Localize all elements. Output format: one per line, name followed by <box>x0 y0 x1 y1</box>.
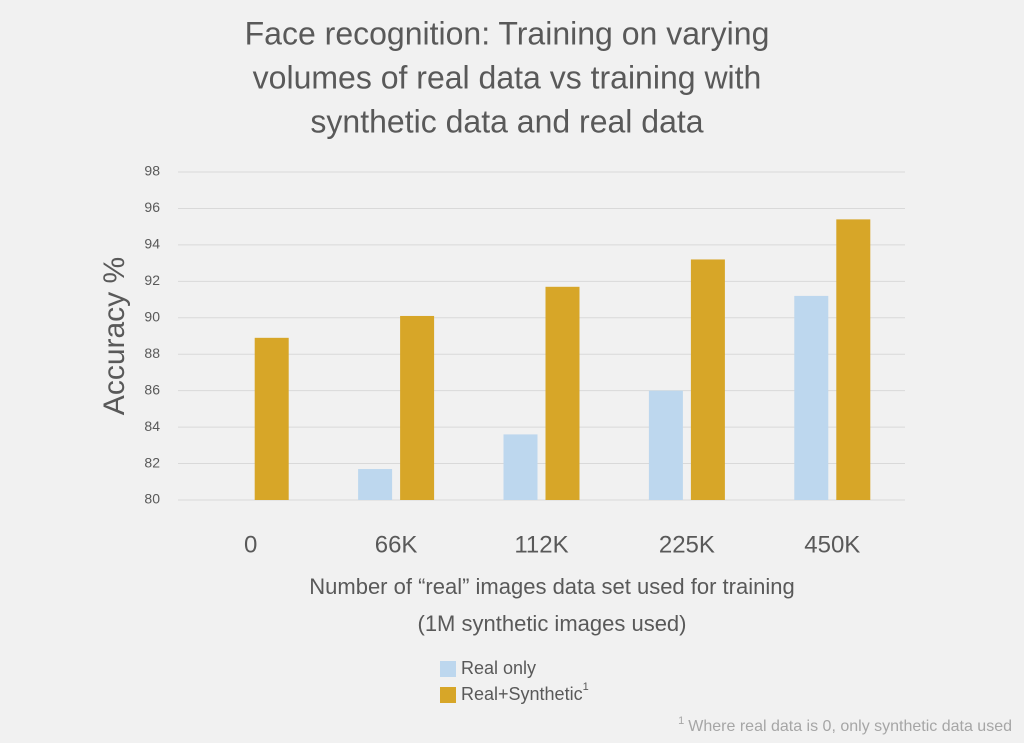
footnote-marker: 1 <box>678 715 684 727</box>
y-axis-label: Accuracy % <box>98 257 131 415</box>
legend-label: Real+Synthetic1 <box>461 681 589 704</box>
y-tick-label: 98 <box>144 163 160 179</box>
y-tick-label: 92 <box>144 272 160 288</box>
footnote-text: Where real data is 0, only synthetic dat… <box>688 718 1012 735</box>
x-tick-label: 66K <box>375 531 418 558</box>
y-tick-label: 80 <box>144 491 160 507</box>
x-tick-label: 0 <box>244 531 257 558</box>
x-tick-label: 225K <box>659 531 715 558</box>
legend-text: Real only <box>461 658 536 678</box>
chart-title: synthetic data and real data <box>310 103 703 139</box>
x-axis-label: (1M synthetic images used) <box>418 611 687 636</box>
chart-title: Face recognition: Training on varying <box>245 15 770 51</box>
bar <box>254 337 289 500</box>
footnote-marker: 1 <box>583 681 589 693</box>
x-tick-label: 450K <box>804 531 860 558</box>
bar <box>545 286 580 500</box>
y-tick-label: 94 <box>144 236 160 252</box>
y-tick-label: 82 <box>144 454 160 470</box>
y-tick-label: 86 <box>144 381 160 397</box>
bar <box>836 219 871 500</box>
bar <box>503 434 538 500</box>
legend-label: Real only <box>461 658 536 678</box>
legend-text: Real+Synthetic <box>461 684 583 704</box>
y-tick-label: 84 <box>144 418 160 434</box>
bar <box>794 295 829 500</box>
legend-swatch <box>440 661 456 677</box>
footnote: 1 Where real data is 0, only synthetic da… <box>678 715 1012 735</box>
bar <box>358 469 393 500</box>
y-tick-label: 96 <box>144 199 160 215</box>
x-axis-label: Number of “real” images data set used fo… <box>309 574 794 599</box>
chart-title: volumes of real data vs training with <box>253 59 762 95</box>
bar <box>648 390 683 500</box>
y-tick-label: 90 <box>144 308 160 324</box>
bar <box>690 259 725 500</box>
legend-swatch <box>440 687 456 703</box>
bar <box>400 315 435 500</box>
y-tick-label: 88 <box>144 345 160 361</box>
x-tick-label: 112K <box>514 531 568 558</box>
